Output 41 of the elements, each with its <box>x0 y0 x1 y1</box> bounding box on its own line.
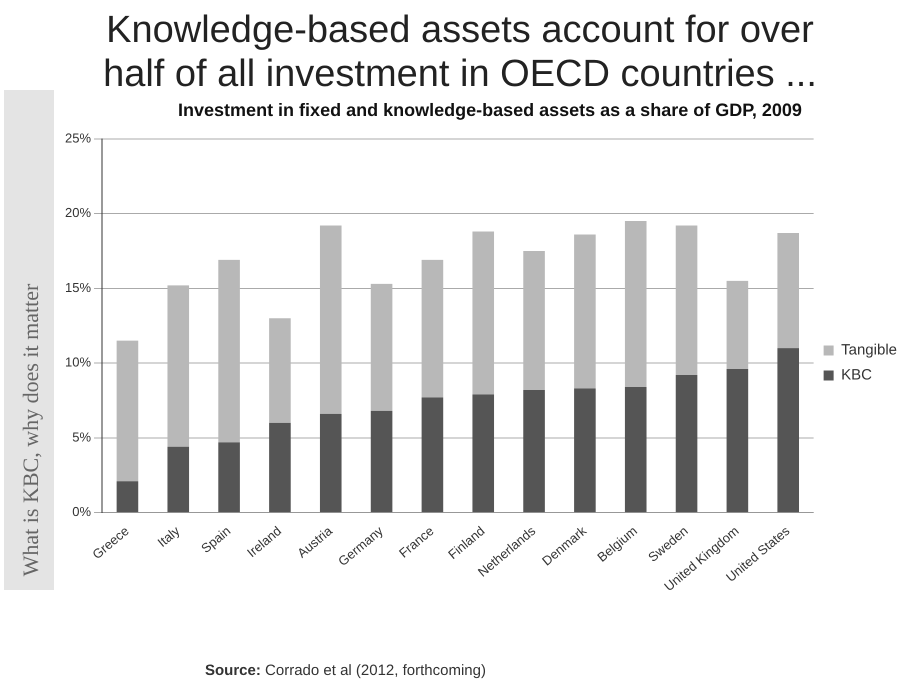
bar <box>624 221 647 387</box>
y-tick-label: 15% <box>64 280 92 295</box>
bar <box>167 446 190 512</box>
bar <box>116 340 138 482</box>
legend-label: KBC <box>841 366 872 384</box>
bar <box>676 375 698 512</box>
bar <box>472 232 494 394</box>
bar <box>269 422 291 512</box>
y-tick-label: 5% <box>72 429 92 444</box>
bar <box>167 285 190 447</box>
bar <box>574 388 596 512</box>
bar <box>777 348 800 512</box>
bar <box>370 284 392 411</box>
bar <box>523 250 545 390</box>
bar <box>116 481 138 512</box>
bar <box>218 442 240 512</box>
source-note: Source: Corrado et al (2012, forthcoming) <box>205 662 486 679</box>
text: What is KBC, why does it matter <box>18 284 44 576</box>
x-tick-label: Italy <box>154 522 183 550</box>
bar <box>777 232 800 348</box>
chart-subtitle: Investment in fixed and knowledge-based assets as a share of GDP, 2009 <box>177 100 803 121</box>
bar <box>676 226 698 376</box>
bar <box>472 394 494 512</box>
bar <box>422 397 444 512</box>
bar <box>269 318 291 423</box>
bar <box>320 414 342 512</box>
bar <box>726 280 748 370</box>
bar <box>574 234 596 388</box>
chart-title: Knowledge-based assets account for over half of all investment in OECD countries ... <box>102 8 818 96</box>
y-tick-label: 10% <box>64 354 92 370</box>
bar <box>422 260 444 398</box>
y-tick-label: 20% <box>64 205 92 220</box>
legend-label: Tangible <box>841 342 898 359</box>
bar <box>370 410 392 512</box>
y-tick-label: 0% <box>72 504 92 520</box>
bar <box>523 390 545 512</box>
bar <box>726 369 748 512</box>
bar <box>320 226 342 414</box>
bar <box>218 260 240 442</box>
y-tick-label: 25% <box>64 130 92 146</box>
bar <box>624 387 647 512</box>
